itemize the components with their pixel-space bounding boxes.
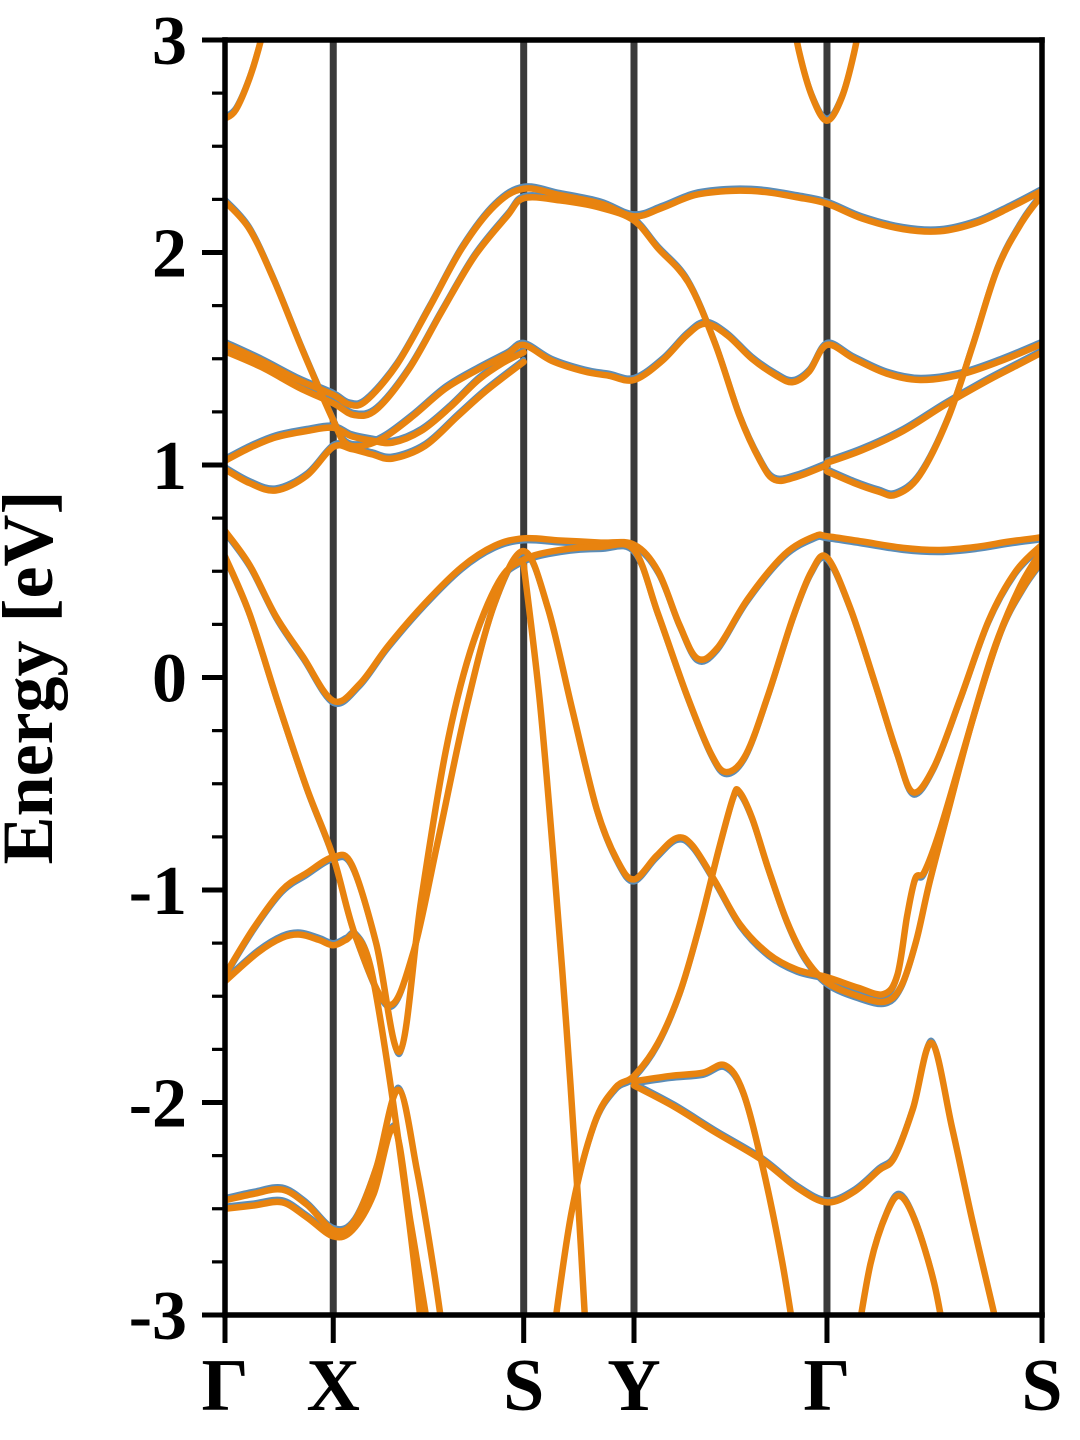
band-line-cond-riser-b bbox=[823, 191, 1042, 499]
band-line-valence-plunge-s bbox=[520, 561, 589, 1315]
y-tick-label: -1 bbox=[129, 853, 187, 930]
y-tick-labels: -3 -2 -1 0 1 2 3 bbox=[129, 3, 187, 1355]
band-line-cond-mid-c bbox=[225, 358, 527, 494]
y-tick-label: -2 bbox=[129, 1066, 187, 1143]
x-tick-label-S: S bbox=[503, 1345, 544, 1427]
band-line-deep-gx-c bbox=[225, 1124, 430, 1315]
y-ticks bbox=[202, 37, 225, 1318]
band-line-valence-top bbox=[225, 527, 1042, 706]
band-line-cond-riser-a bbox=[823, 349, 1042, 467]
y-tick-label: 2 bbox=[152, 216, 187, 293]
band-line-ref-cond-parabola-gamma1 bbox=[225, 40, 263, 118]
band-line-deep-small-lambda bbox=[857, 1192, 944, 1315]
band-line-cond-upper-b bbox=[225, 194, 831, 485]
x-tick-label-Γ: Γ bbox=[201, 1345, 248, 1427]
band-line-cond-mid-a bbox=[225, 198, 1042, 450]
band-line-cond-mid-b bbox=[225, 349, 527, 464]
band-line-deep-gx-b bbox=[225, 1086, 444, 1315]
y-tick-label: 3 bbox=[152, 3, 187, 80]
kpath-lines bbox=[329, 40, 831, 1315]
band-line-valence-second bbox=[225, 540, 1042, 1055]
x-tick-label-S: S bbox=[1021, 1345, 1062, 1427]
y-tick-label: -3 bbox=[129, 1278, 187, 1355]
band-line-deep-gentle bbox=[630, 1039, 998, 1315]
y-tick-label: 0 bbox=[152, 641, 187, 718]
band-line-cond-parabola-gamma1 bbox=[225, 40, 265, 122]
band-line-cond-parabola-gamma2 bbox=[793, 40, 861, 125]
band-line-valence-lambda bbox=[552, 557, 1042, 1315]
bands-main-series bbox=[225, 40, 1042, 1315]
x-tick-label-Γ: Γ bbox=[803, 1345, 850, 1427]
y-tick-label: 1 bbox=[152, 428, 187, 505]
band-line-ref-deep-gx-a bbox=[225, 929, 423, 1315]
x-tick-label-X: X bbox=[307, 1345, 360, 1427]
y-axis-label: Energy [eV] bbox=[0, 491, 68, 865]
band-line-deep-bump bbox=[630, 1061, 795, 1315]
x-tick-label-Y: Y bbox=[607, 1345, 660, 1427]
